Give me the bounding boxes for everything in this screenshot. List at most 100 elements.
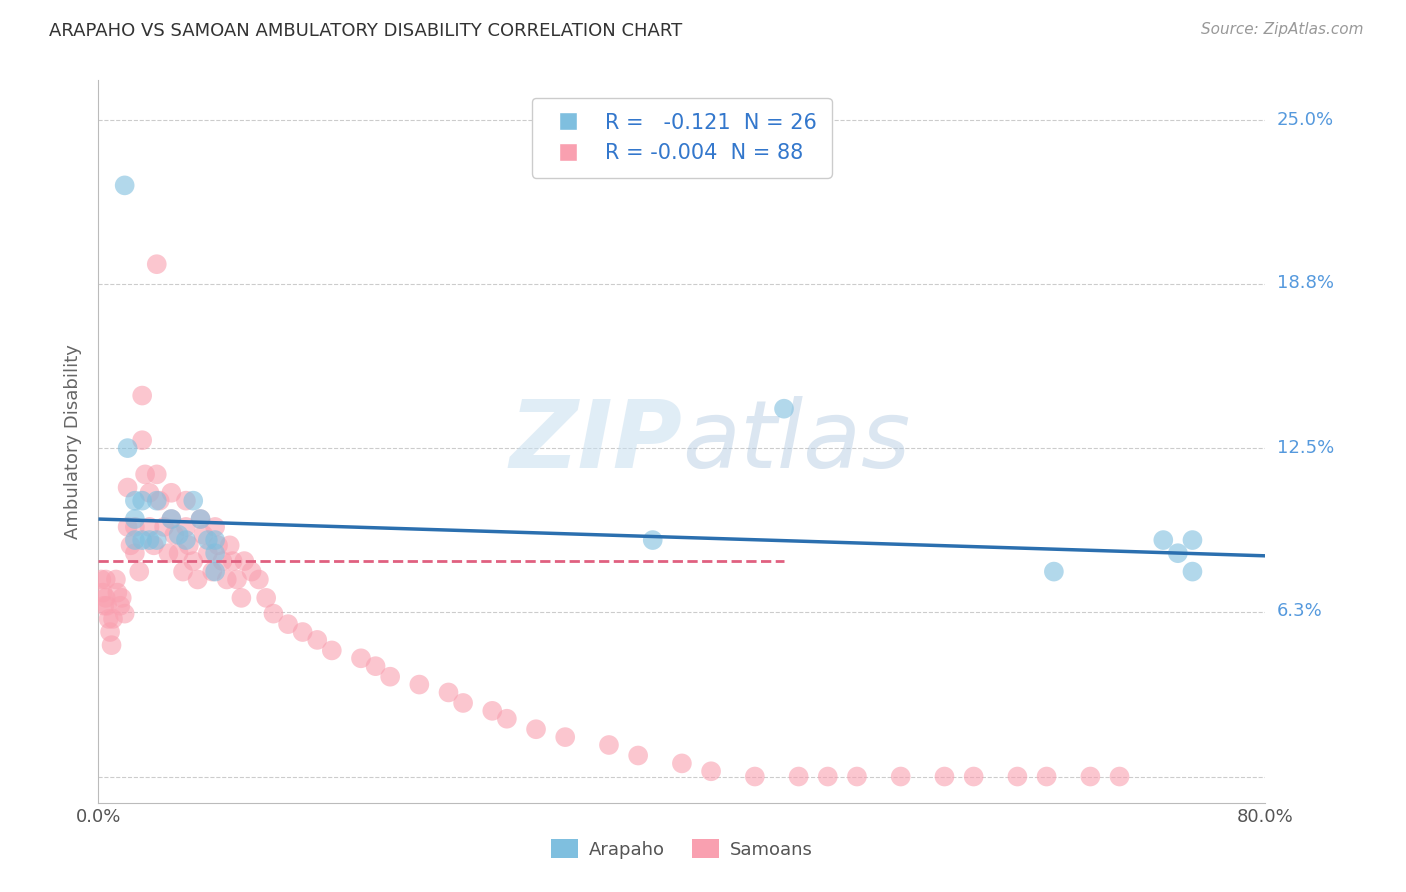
Point	[380, 670, 402, 684]
Point	[157, 546, 180, 560]
Y-axis label: Ambulatory Disability: Ambulatory Disability	[63, 344, 82, 539]
Point	[204, 546, 226, 560]
Point	[451, 696, 474, 710]
Point	[934, 770, 956, 784]
Point	[111, 591, 134, 605]
Point	[93, 599, 115, 613]
Point	[124, 493, 146, 508]
Point	[254, 591, 277, 605]
Text: 6.3%: 6.3%	[1277, 602, 1322, 620]
Point	[128, 565, 150, 579]
Point	[1108, 770, 1130, 784]
Point	[744, 770, 766, 784]
Point	[160, 485, 183, 500]
Point	[204, 533, 226, 547]
Point	[671, 756, 693, 771]
Point	[641, 533, 664, 547]
Point	[142, 538, 165, 552]
Point	[218, 538, 240, 552]
Point	[962, 770, 984, 784]
Point	[104, 573, 127, 587]
Point	[105, 585, 128, 599]
Point	[554, 730, 576, 744]
Point	[221, 554, 243, 568]
Point	[134, 467, 156, 482]
Point	[146, 493, 169, 508]
Point	[700, 764, 723, 779]
Point	[117, 481, 139, 495]
Point	[215, 573, 238, 587]
Point	[117, 520, 139, 534]
Point	[231, 591, 253, 605]
Point	[1181, 533, 1204, 547]
Point	[94, 573, 117, 587]
Point	[291, 625, 314, 640]
Text: ZIP: ZIP	[509, 395, 682, 488]
Point	[146, 533, 169, 547]
Point	[204, 520, 226, 534]
Point	[174, 520, 197, 534]
Point	[240, 565, 263, 579]
Point	[598, 738, 620, 752]
Point	[1043, 565, 1066, 579]
Point	[890, 770, 912, 784]
Text: 18.8%: 18.8%	[1277, 274, 1333, 292]
Point	[177, 538, 200, 552]
Point	[98, 625, 121, 640]
Point	[496, 712, 519, 726]
Point	[226, 573, 249, 587]
Point	[181, 493, 204, 508]
Point	[524, 723, 547, 737]
Point	[787, 770, 810, 784]
Point	[1007, 770, 1029, 784]
Point	[846, 770, 869, 784]
Point	[94, 591, 117, 605]
Point	[167, 546, 190, 560]
Point	[1181, 565, 1204, 579]
Point	[364, 659, 387, 673]
Point	[138, 485, 160, 500]
Point	[114, 178, 136, 193]
Point	[187, 573, 209, 587]
Point	[211, 554, 233, 568]
Point	[96, 599, 118, 613]
Point	[247, 573, 270, 587]
Point	[204, 565, 226, 579]
Point	[197, 533, 219, 547]
Point	[197, 546, 219, 560]
Point	[138, 520, 160, 534]
Point	[167, 528, 190, 542]
Point	[91, 585, 114, 599]
Point	[110, 599, 132, 613]
Point	[190, 512, 212, 526]
Point	[174, 493, 197, 508]
Point	[146, 467, 169, 482]
Point	[124, 546, 146, 560]
Point	[1152, 533, 1174, 547]
Point	[321, 643, 343, 657]
Point	[307, 632, 329, 647]
Point	[163, 528, 186, 542]
Legend: Arapaho, Samoans: Arapaho, Samoans	[544, 832, 820, 866]
Point	[90, 573, 112, 587]
Point	[138, 533, 160, 547]
Point	[233, 554, 256, 568]
Point	[124, 512, 146, 526]
Point	[1035, 770, 1057, 784]
Point	[1167, 546, 1189, 560]
Point	[174, 533, 197, 547]
Point	[201, 565, 224, 579]
Point	[124, 520, 146, 534]
Text: 12.5%: 12.5%	[1277, 439, 1334, 457]
Point	[262, 607, 284, 621]
Point	[627, 748, 650, 763]
Point	[181, 554, 204, 568]
Point	[207, 538, 229, 552]
Point	[153, 520, 176, 534]
Point	[437, 685, 460, 699]
Point	[101, 612, 124, 626]
Point	[277, 617, 299, 632]
Point	[350, 651, 373, 665]
Point	[149, 493, 172, 508]
Point	[131, 533, 153, 547]
